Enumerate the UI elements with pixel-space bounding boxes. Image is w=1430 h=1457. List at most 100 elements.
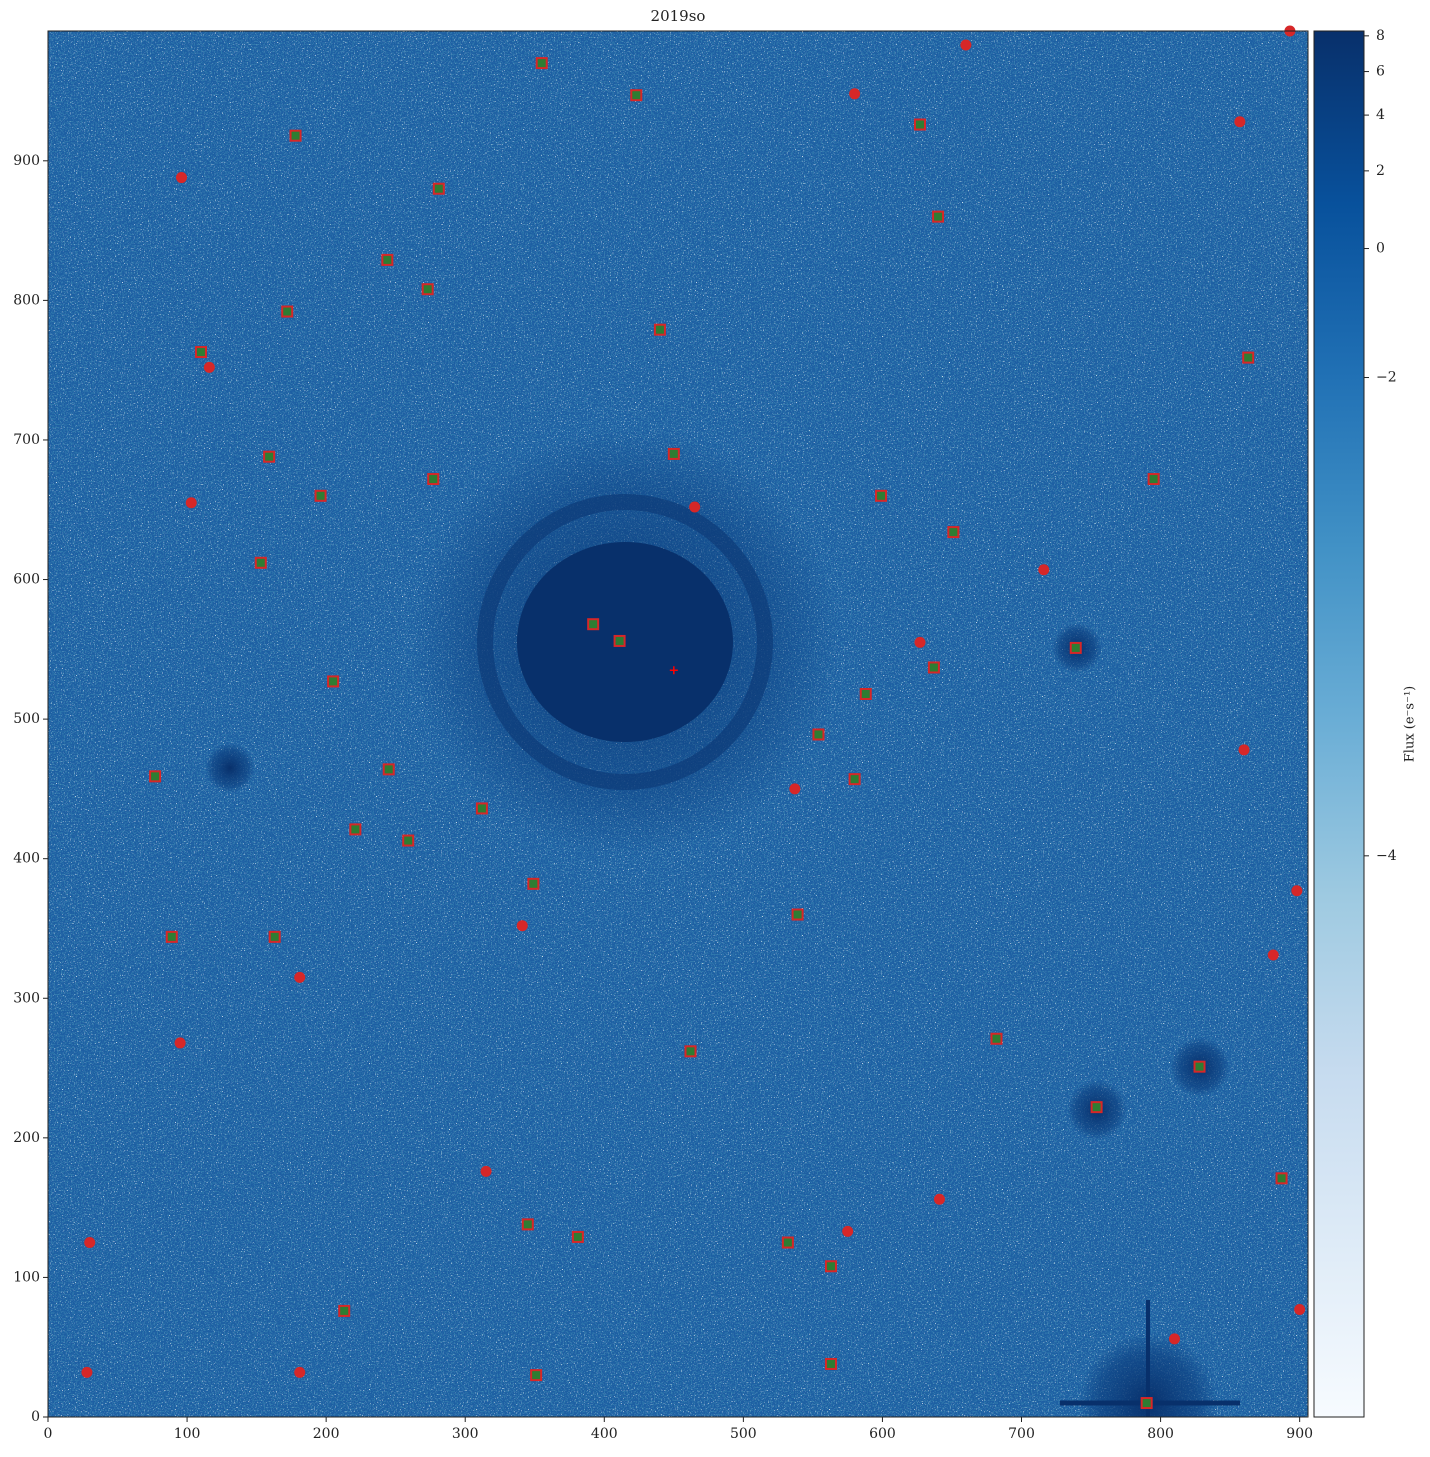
x-tick-label: 900 bbox=[1286, 1426, 1313, 1442]
source-marker bbox=[294, 971, 306, 983]
x-tick-label: 600 bbox=[869, 1426, 896, 1442]
y-tick-label: 700 bbox=[13, 432, 40, 448]
matched-marker bbox=[1140, 1397, 1153, 1410]
y-tick-label: 600 bbox=[13, 572, 40, 588]
matched-marker bbox=[781, 1236, 794, 1249]
source-marker bbox=[849, 88, 861, 100]
matched-marker bbox=[281, 305, 294, 318]
matched-marker bbox=[571, 1230, 584, 1243]
galaxy-ring bbox=[477, 494, 773, 790]
matched-marker bbox=[824, 1260, 837, 1273]
matched-marker bbox=[165, 930, 178, 943]
source-marker bbox=[1238, 744, 1250, 756]
matched-marker bbox=[927, 661, 940, 674]
matched-marker bbox=[432, 182, 445, 195]
source-marker bbox=[176, 172, 188, 184]
chart-title: 2019so bbox=[651, 7, 706, 25]
matched-marker bbox=[913, 118, 926, 131]
y-tick-label: 0 bbox=[31, 1409, 40, 1425]
source-marker bbox=[789, 783, 801, 795]
x-tick-label: 100 bbox=[174, 1426, 201, 1442]
x-tick-label: 300 bbox=[452, 1426, 479, 1442]
matched-marker bbox=[859, 687, 872, 700]
matched-marker bbox=[402, 834, 415, 847]
y-tick-label: 100 bbox=[13, 1269, 40, 1285]
matched-marker bbox=[875, 489, 888, 502]
source-marker bbox=[516, 920, 528, 932]
matched-marker bbox=[427, 473, 440, 486]
matched-marker bbox=[349, 823, 362, 836]
matched-marker bbox=[289, 129, 302, 142]
matched-marker bbox=[587, 618, 600, 631]
matched-marker bbox=[535, 57, 548, 70]
source-marker bbox=[84, 1237, 96, 1249]
source-marker bbox=[842, 1225, 854, 1237]
target-marker bbox=[669, 666, 678, 675]
source-marker bbox=[1294, 1304, 1306, 1316]
source-marker bbox=[81, 1366, 93, 1378]
matched-marker bbox=[1242, 351, 1255, 364]
plot-frame bbox=[47, 30, 1309, 1418]
y-tick-label: 500 bbox=[13, 711, 40, 727]
source-marker bbox=[914, 636, 926, 648]
source-marker bbox=[689, 501, 701, 513]
matched-marker bbox=[791, 908, 804, 921]
matched-marker bbox=[613, 634, 626, 647]
matched-marker bbox=[1147, 473, 1160, 486]
source-marker bbox=[1168, 1333, 1180, 1345]
source-marker bbox=[174, 1037, 186, 1049]
colorbar-tick-label: 0 bbox=[1376, 241, 1385, 257]
x-tick-label: 700 bbox=[1008, 1426, 1035, 1442]
matched-marker bbox=[848, 773, 861, 786]
colorbar bbox=[1313, 30, 1365, 1418]
x-tick-label: 500 bbox=[730, 1426, 757, 1442]
matched-marker bbox=[990, 1032, 1003, 1045]
matched-marker bbox=[314, 489, 327, 502]
colorbar-label: Flux (e⁻s⁻¹) bbox=[1403, 686, 1418, 762]
colorbar-tick-label: 2 bbox=[1376, 163, 1385, 179]
y-tick-label: 400 bbox=[13, 851, 40, 867]
matched-marker bbox=[1275, 1172, 1288, 1185]
matched-marker bbox=[263, 450, 276, 463]
source-marker bbox=[294, 1366, 306, 1378]
source-marker bbox=[1234, 116, 1246, 128]
source-marker bbox=[1038, 564, 1050, 576]
matched-marker bbox=[1193, 1060, 1206, 1073]
colorbar-tick-label: 4 bbox=[1376, 107, 1385, 123]
matched-marker bbox=[382, 763, 395, 776]
colorbar-tick-label: 8 bbox=[1376, 28, 1385, 44]
x-tick-label: 400 bbox=[591, 1426, 618, 1442]
matched-marker bbox=[684, 1045, 697, 1058]
y-tick-label: 300 bbox=[13, 990, 40, 1006]
matched-marker bbox=[530, 1369, 543, 1382]
matched-marker bbox=[421, 283, 434, 296]
colorbar-tick-label: 6 bbox=[1376, 64, 1385, 80]
image bbox=[48, 31, 1308, 1417]
matched-marker bbox=[327, 675, 340, 688]
colorbar-tick-label: −4 bbox=[1376, 848, 1397, 864]
matched-marker bbox=[812, 728, 825, 741]
matched-marker bbox=[824, 1357, 837, 1370]
source-marker bbox=[1267, 949, 1279, 961]
bright-star bbox=[205, 743, 255, 793]
matched-marker bbox=[254, 556, 267, 569]
matched-marker bbox=[947, 526, 960, 539]
matched-marker bbox=[149, 770, 162, 783]
y-tick-label: 900 bbox=[13, 153, 40, 169]
colorbar-tick-label: −2 bbox=[1376, 370, 1397, 386]
source-marker bbox=[185, 497, 197, 509]
matched-marker bbox=[527, 877, 540, 890]
matched-marker bbox=[1069, 641, 1082, 654]
source-marker bbox=[960, 39, 972, 51]
matched-marker bbox=[338, 1304, 351, 1317]
x-tick-label: 800 bbox=[1147, 1426, 1174, 1442]
matched-marker bbox=[381, 253, 394, 266]
matched-marker bbox=[521, 1218, 534, 1231]
markers bbox=[81, 25, 1306, 1410]
y-tick-label: 200 bbox=[13, 1130, 40, 1146]
source-marker bbox=[933, 1193, 945, 1205]
matched-marker bbox=[630, 89, 643, 102]
matched-marker bbox=[475, 802, 488, 815]
matched-marker bbox=[667, 447, 680, 460]
